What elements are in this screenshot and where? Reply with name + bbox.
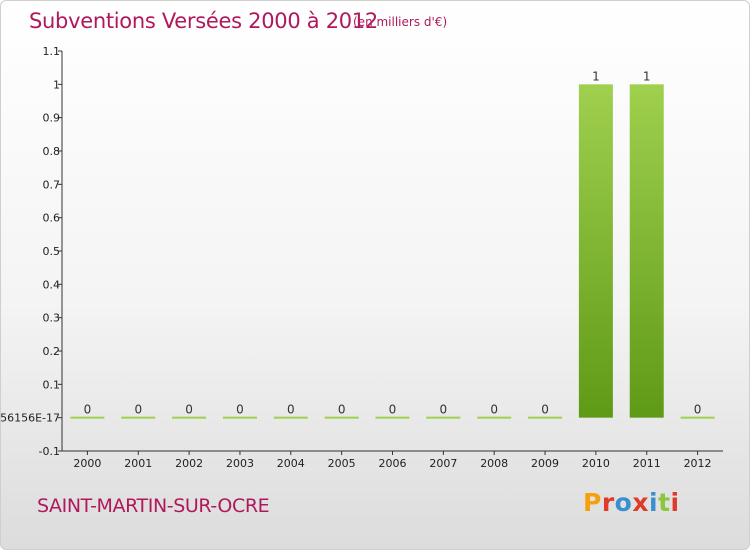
labels: 2000 0 2001 0 2002 0 2003 0 2004 0 2005 0 2006 0 2007 0… (73, 69, 711, 470)
y-tick-label: 1 (53, 78, 60, 91)
bar (324, 416, 359, 419)
chart-title: Subventions Versées 2000 à 2012 (29, 9, 378, 33)
bar (477, 416, 512, 419)
data-label: 0 (84, 403, 92, 417)
x-tick-label: 2007 (429, 457, 457, 470)
x-tick-label: 2004 (277, 457, 305, 470)
y-tick-label: 0.8 (43, 145, 61, 158)
bar (528, 416, 563, 419)
bar (273, 416, 308, 419)
x-tick-label: 2002 (175, 457, 203, 470)
data-label: 0 (490, 403, 498, 417)
bar (578, 84, 613, 418)
commune-name: SAINT-MARTIN-SUR-OCRE (37, 495, 270, 517)
y-tick-label: 0.1 (43, 378, 61, 391)
data-label: 0 (338, 403, 346, 417)
proxiti-logo[interactable]: Proxiti (583, 488, 680, 517)
x-tick-label: 2012 (684, 457, 712, 470)
axes: 1.1 1 0.9 0.8 0.7 0.6 0.5 0.4 0.3 0.2 0.1 -2.775557… (1, 45, 723, 458)
y-tick-label: 0.5 (43, 245, 61, 258)
data-label: 0 (541, 403, 549, 417)
y-tick-label: -2.77555756156E-17 (1, 412, 60, 425)
y-tick-label: 1.1 (43, 45, 61, 58)
x-tick-label: 2011 (633, 457, 661, 470)
data-label: 0 (440, 403, 448, 417)
data-label: 0 (185, 403, 193, 417)
bar (172, 416, 207, 419)
y-tick-label: 0.2 (43, 345, 61, 358)
x-tick-label: 2008 (480, 457, 508, 470)
unit-note: (en milliers d'€) (353, 15, 448, 29)
bar (629, 84, 664, 418)
data-label: 0 (694, 403, 702, 417)
bar (222, 416, 257, 419)
data-label: 1 (592, 69, 600, 83)
x-tick-label: 2006 (379, 457, 407, 470)
data-label: 1 (643, 69, 651, 83)
y-tick-label: 0.3 (43, 312, 61, 325)
data-label: 0 (287, 403, 295, 417)
data-label: 0 (134, 403, 142, 417)
x-tick-label: 2009 (531, 457, 559, 470)
bar (70, 416, 105, 419)
y-tick-label: 0.6 (43, 212, 61, 225)
y-tick-label: 0.7 (43, 178, 61, 191)
bar (680, 416, 715, 419)
x-tick-label: 2003 (226, 457, 254, 470)
bar (121, 416, 156, 419)
x-tick-label: 2000 (73, 457, 101, 470)
data-label: 0 (236, 403, 244, 417)
bar (375, 416, 410, 419)
y-tick-label: 0.4 (43, 278, 61, 291)
x-tick-label: 2010 (582, 457, 610, 470)
data-label: 0 (389, 403, 397, 417)
x-tick-label: 2005 (328, 457, 356, 470)
bar (426, 416, 461, 419)
y-tick-label: -0.1 (39, 445, 60, 458)
bars (70, 84, 715, 419)
y-tick-label: 0.9 (43, 112, 61, 125)
x-tick-label: 2001 (124, 457, 152, 470)
